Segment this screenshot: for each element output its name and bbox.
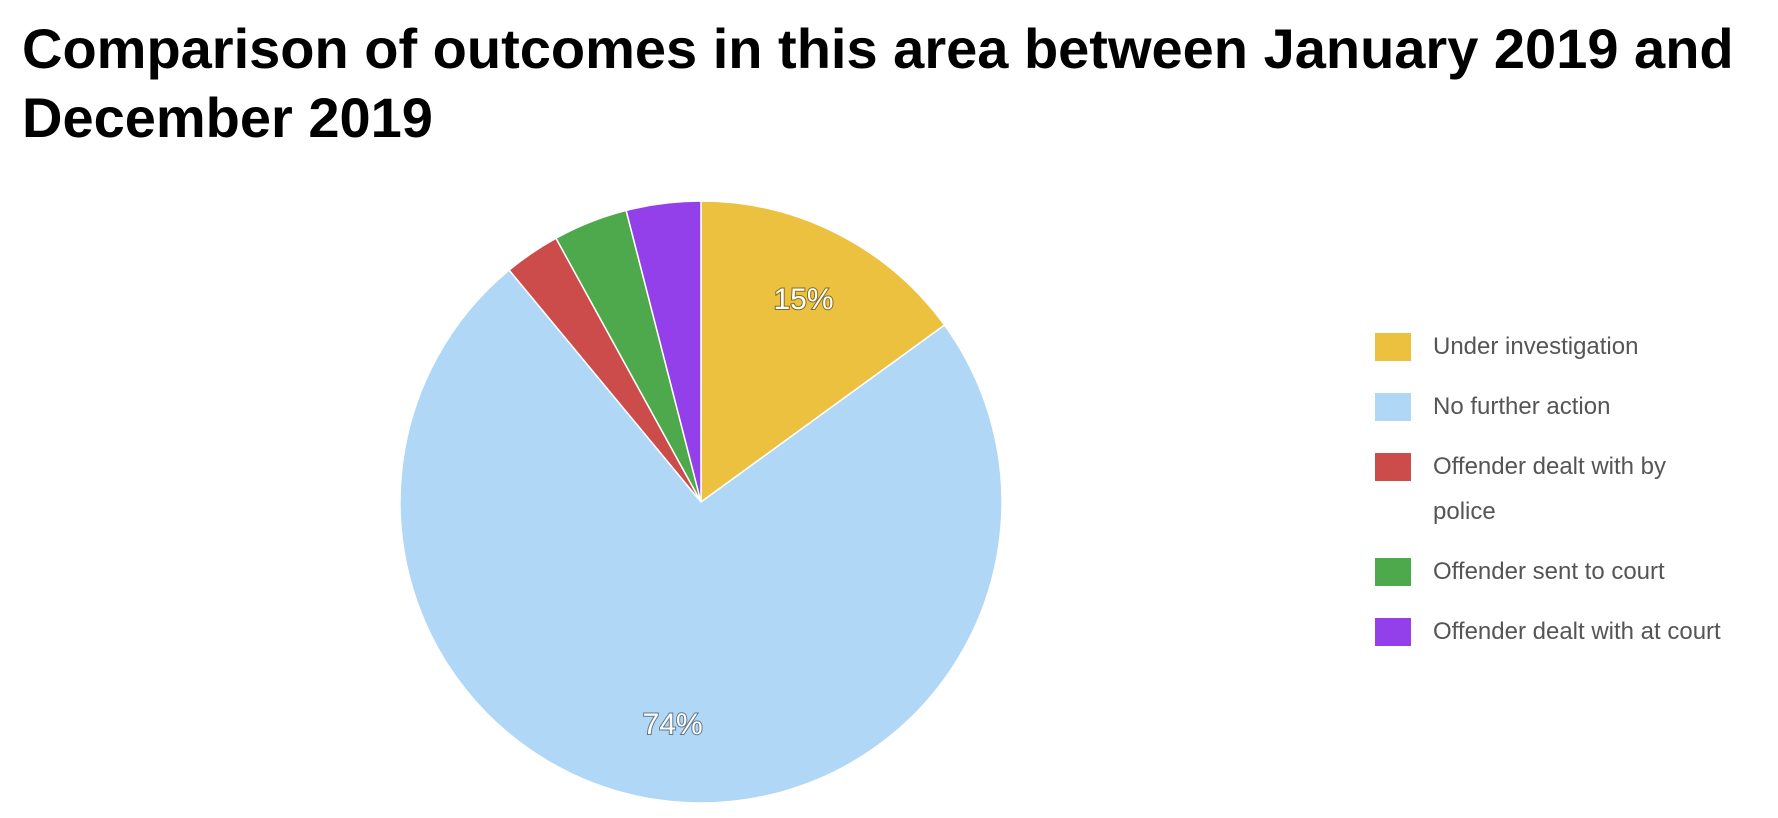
legend-label: Offender dealt with at court [1433,618,1721,645]
legend-swatch [1375,393,1411,421]
legend-item: Offender dealt with by police [1375,450,1729,534]
legend-label: Offender sent to court [1433,558,1665,585]
pie-slice [700,200,946,504]
legend-swatch [1375,618,1411,646]
legend-swatch [1375,453,1411,481]
slice-label: 74% [643,708,703,741]
legend-item: Under investigation [1375,330,1729,369]
legend-swatch [1375,558,1411,586]
pie-slice [399,269,1003,804]
legend: Under investigation No further action Offe… [1375,330,1729,675]
legend-item: Offender sent to court [1375,555,1729,594]
pie-slice [625,200,702,503]
legend-label: Offender dealt with by police [1433,453,1667,525]
legend-item: Offender dealt with at court [1375,615,1729,654]
legend-item: No further action [1375,390,1729,429]
legend-swatch [1375,333,1411,361]
chart-title: Comparison of outcomes in this area betw… [22,17,1734,149]
legend-label: Under investigation [1433,333,1639,360]
legend-label: No further action [1433,393,1611,420]
slice-label: 15% [773,283,833,316]
